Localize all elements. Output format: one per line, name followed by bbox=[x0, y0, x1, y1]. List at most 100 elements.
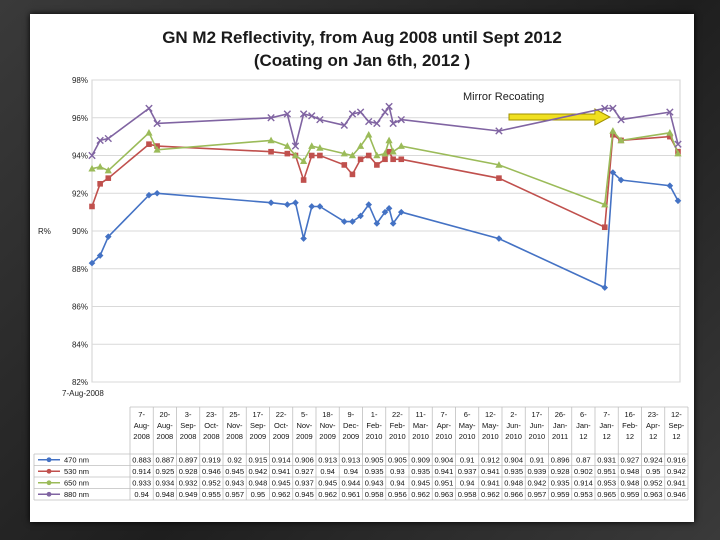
table-header-label: 23- bbox=[206, 410, 217, 419]
table-cell: 0.935 bbox=[365, 467, 384, 476]
data-point bbox=[356, 142, 365, 149]
table-cell: 0.953 bbox=[574, 490, 593, 499]
data-point bbox=[104, 166, 112, 174]
table-cell: 0.953 bbox=[597, 479, 616, 488]
data-point bbox=[365, 130, 373, 138]
table-cell: 0.942 bbox=[527, 479, 546, 488]
table-header-label: Feb- bbox=[366, 421, 382, 430]
table-header-label: 6- bbox=[580, 410, 587, 419]
table-header-label: 2009 bbox=[343, 432, 360, 441]
table-cell: 0.897 bbox=[179, 456, 198, 465]
data-point bbox=[397, 115, 405, 124]
table-header-label: Dec- bbox=[343, 421, 359, 430]
data-point bbox=[145, 191, 153, 199]
table-header-label: 2008 bbox=[203, 432, 220, 441]
table-cell: 0.963 bbox=[434, 490, 453, 499]
table-header-label: 2009 bbox=[273, 432, 290, 441]
table-cell: 0.94 bbox=[390, 479, 405, 488]
data-point bbox=[666, 108, 674, 116]
table-cell: 0.914 bbox=[132, 467, 151, 476]
table-header-label: Jan- bbox=[599, 421, 614, 430]
data-point bbox=[308, 203, 316, 210]
table-cell: 0.91 bbox=[460, 456, 475, 465]
data-point bbox=[609, 104, 617, 113]
table-header-label: 16- bbox=[624, 410, 635, 419]
slide: GN M2 Reflectivity, from Aug 2008 until … bbox=[30, 14, 694, 522]
data-point bbox=[292, 199, 299, 206]
table-cell: 0.92 bbox=[227, 456, 242, 465]
table-cell: 0.913 bbox=[341, 456, 360, 465]
table-header-label: 2010 bbox=[459, 432, 476, 441]
legend-key-marker bbox=[46, 491, 52, 497]
table-cell: 0.958 bbox=[365, 490, 384, 499]
table-header-label: 12 bbox=[672, 432, 680, 441]
table-cell: 0.937 bbox=[458, 467, 477, 476]
table-cell: 0.913 bbox=[318, 456, 337, 465]
data-point bbox=[609, 127, 617, 134]
data-point bbox=[374, 162, 380, 168]
data-point bbox=[317, 152, 323, 159]
table-header-label: May- bbox=[459, 421, 476, 430]
table-cell: 0.916 bbox=[667, 456, 686, 465]
table-cell: 0.945 bbox=[411, 479, 430, 488]
y-tick-label: 82% bbox=[72, 378, 88, 387]
table-header-label: 22- bbox=[392, 410, 403, 419]
table-cell: 0.928 bbox=[179, 467, 198, 476]
data-point bbox=[495, 127, 503, 135]
table-header-label: Aug- bbox=[157, 421, 173, 430]
y-tick-label: 94% bbox=[72, 152, 88, 161]
data-point bbox=[284, 201, 291, 208]
annotation-mirror-recoating: Mirror Recoating bbox=[463, 91, 544, 103]
table-header-label: 3- bbox=[185, 410, 192, 419]
data-point bbox=[146, 141, 152, 147]
table-cell: 0.965 bbox=[597, 490, 616, 499]
table-header-label: Apr- bbox=[646, 421, 661, 430]
legend-label: 880 nm bbox=[64, 490, 89, 499]
table-header-label: 7- bbox=[603, 410, 610, 419]
data-point bbox=[316, 144, 324, 151]
table-header-label: Mar- bbox=[413, 421, 429, 430]
legend-key-marker bbox=[46, 468, 52, 474]
table-header-label: Sep- bbox=[180, 421, 196, 430]
table-header-label: 17- bbox=[531, 410, 542, 419]
table-cell: 0.958 bbox=[458, 490, 477, 499]
table-header-label: 2009 bbox=[319, 432, 336, 441]
table-header-label: Jan- bbox=[576, 421, 591, 430]
data-point bbox=[398, 156, 405, 163]
table-header-label: Sep- bbox=[668, 421, 684, 430]
table-cell: 0.94 bbox=[344, 467, 359, 476]
table-cell: 0.945 bbox=[272, 479, 291, 488]
table-header-label: Feb- bbox=[390, 421, 406, 430]
table-header-label: 18- bbox=[322, 410, 333, 419]
data-point bbox=[373, 220, 381, 227]
table-header-label: 2008 bbox=[133, 432, 150, 441]
table-cell: 0.94 bbox=[134, 490, 149, 499]
data-point bbox=[145, 104, 153, 113]
table-cell: 0.935 bbox=[504, 467, 523, 476]
data-point bbox=[381, 108, 389, 116]
table-cell: 0.935 bbox=[551, 479, 570, 488]
table-header-label: 7- bbox=[441, 410, 448, 419]
series-line-650-nm bbox=[91, 129, 679, 206]
table-cell: 0.946 bbox=[667, 490, 686, 499]
data-point bbox=[674, 149, 682, 157]
table-cell: 0.949 bbox=[179, 490, 198, 499]
table-header-label: Nov- bbox=[227, 421, 243, 430]
table-header-label: 12- bbox=[485, 410, 496, 419]
data-point bbox=[348, 151, 357, 159]
table-cell: 0.912 bbox=[481, 456, 500, 465]
table-header-label: 6- bbox=[464, 410, 471, 419]
table-cell: 0.887 bbox=[155, 456, 174, 465]
legend-label: 650 nm bbox=[64, 479, 89, 488]
data-point bbox=[104, 233, 112, 240]
table-cell: 0.924 bbox=[644, 456, 663, 465]
table-cell: 0.962 bbox=[272, 490, 291, 499]
data-point bbox=[381, 208, 389, 216]
table-header-label: Oct- bbox=[204, 421, 219, 430]
table-header-label: Jun- bbox=[530, 421, 545, 430]
data-point bbox=[617, 136, 625, 144]
chart-subtitle: (Coating on Jan 6th, 2012 ) bbox=[253, 51, 471, 70]
table-cell: 0.932 bbox=[179, 479, 198, 488]
data-point bbox=[340, 121, 349, 129]
data-point bbox=[283, 142, 291, 149]
